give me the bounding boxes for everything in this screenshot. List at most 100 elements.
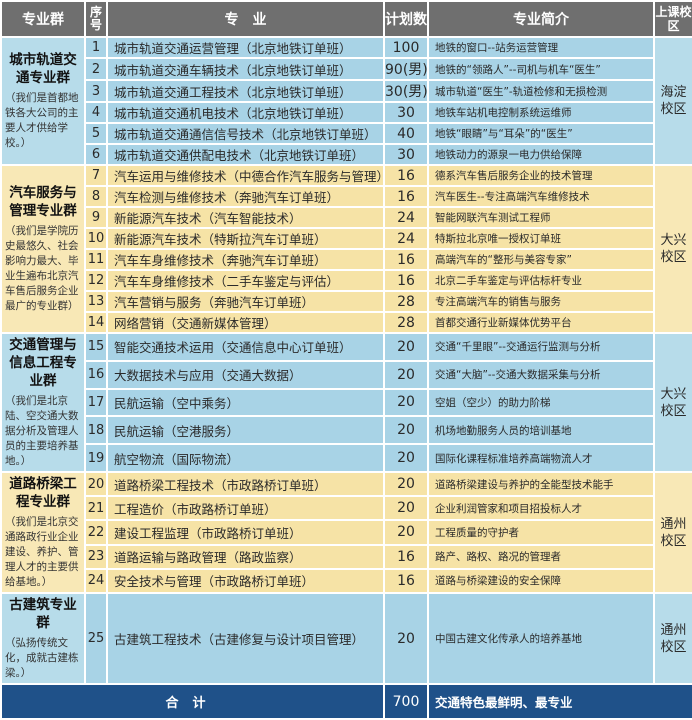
seq-cell: 4: [84, 101, 108, 124]
group-description: （我们是北京交通路政行业企业建设、养护、管理人才的主要供给基地。）: [5, 516, 79, 588]
plan-cell: 20: [383, 519, 429, 546]
seq-cell: 21: [84, 495, 108, 522]
major-cell: 汽车运用与维修技术（中德合作汽车服务与管理）: [106, 164, 385, 187]
group-title: 汽车服务与管理专业群: [9, 185, 77, 219]
plan-cell: 16: [383, 164, 429, 187]
seq-cell: 11: [84, 248, 108, 271]
group-cell: 汽车服务与管理专业群 （我们是学院历史最悠久、社会影响力最大、毕业生遍布北京汽车售…: [0, 164, 86, 334]
total-label: 合计: [0, 683, 385, 720]
seq-cell: 13: [84, 290, 108, 313]
seq-cell: 3: [84, 79, 108, 103]
major-cell: 工程造价（市政路桥订单班）: [106, 495, 385, 522]
total-row: 合计 700 交通特色最鲜明、最专业: [0, 683, 692, 720]
group-cell: 古建筑专业群 （弘扬传统文化，成就古建栋梁。）: [0, 592, 86, 685]
plan-cell: 24: [383, 206, 429, 229]
table-row: 17 民航运输（空中乘务） 20 空姐（空少）的助力阶梯: [1, 387, 692, 418]
plan-cell: 20: [383, 387, 429, 418]
intro-cell: 智能网联汽车测试工程师: [427, 206, 655, 229]
table-row: 11 汽车车身维修技术（奔驰汽车订单班） 16 高端汽车的“整形与美容专家”: [1, 248, 692, 271]
intro-cell: 城市轨道“医生”-轨道检修和无损检测: [427, 79, 655, 103]
plan-cell: 20: [383, 332, 429, 362]
table-row: 24 安全技术与管理（市政路桥订单班） 16 道路与桥梁建设的安全保障: [1, 567, 692, 595]
plan-cell: 20: [383, 415, 429, 446]
intro-cell: 地铁“眼睛”与“耳朵”的“医生”: [427, 122, 655, 145]
major-cell: 道路运输与路政管理（路政监察）: [106, 543, 385, 570]
major-cell: 道路桥梁工程技术（市政路桥订单班）: [106, 470, 385, 498]
group-title: 交通管理与信息工程专业群: [9, 337, 77, 389]
major-cell: 古建筑工程技术（古建修复与设计项目管理）: [106, 592, 385, 685]
major-cell: 城市轨道交通供配电技术（北京地铁订单班）: [106, 143, 385, 166]
table-row: 21 工程造价（市政路桥订单班） 20 企业利润管家和项目招投标人才: [1, 495, 692, 522]
campus-cell: 大兴校区: [653, 164, 692, 334]
intro-cell: 地铁的“领路人”--司机与机车“医生”: [427, 57, 655, 81]
table-row: 4 城市轨道交通机电技术（北京地铁订单班） 30 地铁车站机电控制系统运维师: [1, 101, 692, 124]
major-cell: 汽车检测与维修技术（奔驰汽车订单班）: [106, 185, 385, 208]
seq-cell: 19: [84, 443, 108, 473]
intro-cell: 专注高端汽车的销售与服务: [427, 290, 655, 313]
major-cell: 新能源汽车技术（汽车智能技术）: [106, 206, 385, 229]
intro-cell: 国际化课程标准培养高端物流人才: [427, 443, 655, 473]
seq-cell: 23: [84, 543, 108, 570]
plan-cell: 28: [383, 290, 429, 313]
table-row: 18 民航运输（空港服务） 20 机场地勤服务人员的培训基地: [1, 415, 692, 446]
plan-cell: 20: [383, 495, 429, 522]
intro-cell: 交通“大脑”--交通大数据采集与分析: [427, 359, 655, 390]
plan-cell: 16: [383, 185, 429, 208]
intro-cell: 地铁的窗口--站务运营管理: [427, 36, 655, 59]
intro-cell: 企业利润管家和项目招投标人才: [427, 495, 655, 522]
plan-cell: 20: [383, 359, 429, 390]
header-group: 专业群: [0, 0, 86, 38]
table-row: 2 城市轨道交通车辆技术（北京地铁订单班） 90(男) 地铁的“领路人”--司机与机车…: [1, 57, 692, 81]
intro-cell: 路产、路权、路况的管理者: [427, 543, 655, 570]
intro-cell: 德系汽车售后服务企业的技术管理: [427, 164, 655, 187]
table-row: 12 汽车车身维修技术（二手车鉴定与评估） 16 北京二手车鉴定与评估标杆专业: [1, 269, 692, 292]
table-row: 8 汽车检测与维修技术（奔驰汽车订单班） 16 汽车医生--专注高端汽车维修技术: [1, 185, 692, 208]
intro-cell: 特斯拉北京唯一授权订单班: [427, 227, 655, 250]
seq-cell: 24: [84, 567, 108, 595]
major-cell: 汽车车身维修技术（奔驰汽车订单班）: [106, 248, 385, 271]
seq-cell: 7: [84, 164, 108, 187]
seq-cell: 12: [84, 269, 108, 292]
seq-cell: 1: [84, 36, 108, 59]
table-row: 22 建设工程监理（市政路桥订单班） 20 工程质量的守护者: [1, 519, 692, 546]
seq-cell: 20: [84, 470, 108, 498]
table-row: 10 新能源汽车技术（特斯拉汽车订单班） 24 特斯拉北京唯一授权订单班: [1, 227, 692, 250]
seq-cell: 2: [84, 57, 108, 81]
header-intro: 专业简介: [427, 0, 655, 38]
plan-cell: 20: [383, 592, 429, 685]
seq-cell: 22: [84, 519, 108, 546]
table-row: 23 道路运输与路政管理（路政监察） 16 路产、路权、路况的管理者: [1, 543, 692, 570]
seq-cell: 10: [84, 227, 108, 250]
campus-cell: 通州校区: [653, 592, 692, 685]
major-cell: 建设工程监理（市政路桥订单班）: [106, 519, 385, 546]
seq-cell: 8: [84, 185, 108, 208]
table-row: 城市轨道交通专业群 （我们是首都地铁各大公司的主要人才供给学校。） 1 城市轨道交通运…: [0, 36, 692, 166]
total-slogan: 交通特色最鲜明、最专业: [427, 683, 692, 720]
intro-cell: 地铁动力的源泉一电力供给保障: [427, 143, 655, 166]
major-cell: 大数据技术与应用（交通大数据）: [106, 359, 385, 390]
seq-cell: 6: [84, 143, 108, 166]
group-description: （弘扬传统文化，成就古建栋梁。）: [5, 637, 79, 679]
plan-cell: 30: [383, 143, 429, 166]
major-cell: 城市轨道交通运营管理（北京地铁订单班）: [106, 36, 385, 59]
plan-cell: 24: [383, 227, 429, 250]
intro-cell: 地铁车站机电控制系统运维师: [427, 101, 655, 124]
major-cell: 汽车营销与服务（奔驰汽车订单班）: [106, 290, 385, 313]
total-plan: 700: [383, 683, 429, 720]
table-row: 5 城市轨道交通通信信号技术（北京地铁订单班） 40 地铁“眼睛”与“耳朵”的“医生”: [1, 122, 692, 145]
plan-cell: 30: [383, 101, 429, 124]
major-cell: 城市轨道交通车辆技术（北京地铁订单班）: [106, 57, 385, 81]
intro-cell: 工程质量的守护者: [427, 519, 655, 546]
major-cell: 网络营销（交通新媒体管理）: [106, 311, 385, 334]
plan-cell: 16: [383, 269, 429, 292]
seq-cell: 5: [84, 122, 108, 145]
header-campus: 上课校区: [653, 0, 692, 38]
group-cell: 城市轨道交通专业群 （我们是首都地铁各大公司的主要人才供给学校。）: [0, 36, 86, 166]
table-row: 3 城市轨道交通工程技术（北京地铁订单班） 30(男) 城市轨道“医生”-轨道检修和无…: [1, 79, 692, 103]
group-description: （我们是学院历史最悠久、社会影响力最大、毕业生遍布北京汽车售后服务企业最广的专业…: [5, 225, 79, 312]
seq-cell: 15: [84, 332, 108, 362]
intro-cell: 首都交通行业新媒体优势平台: [427, 311, 655, 334]
plan-cell: 16: [383, 543, 429, 570]
plan-cell: 40: [383, 122, 429, 145]
